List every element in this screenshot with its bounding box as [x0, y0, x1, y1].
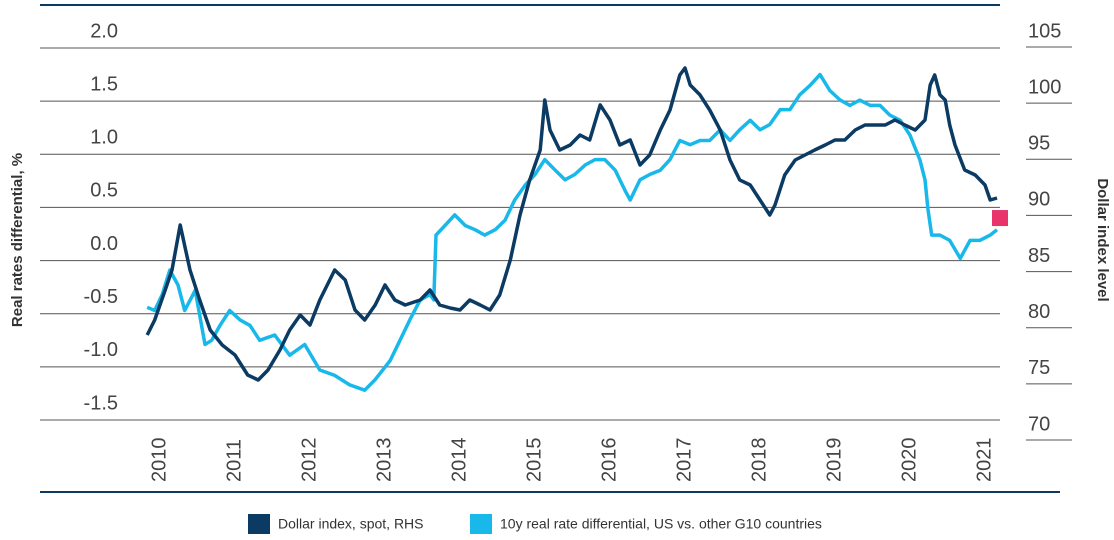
legend-swatch: [470, 514, 492, 534]
y2-tick-label: 85: [1028, 245, 1050, 267]
y-axis-title: Real rates differential, %: [9, 153, 26, 327]
y2-tick-label: 70: [1028, 413, 1050, 435]
y-tick-label: 1.5: [90, 73, 118, 95]
y2-tick-label: 75: [1028, 357, 1050, 379]
y2-tick-label: 105: [1028, 20, 1061, 42]
x-tick-label: 2020: [898, 438, 920, 483]
x-tick-label: 2012: [298, 438, 320, 483]
series-line: [146, 72, 999, 392]
x-tick-label: 2016: [598, 438, 620, 483]
y2-tick-label: 90: [1028, 189, 1050, 211]
x-tick-label: 2015: [523, 438, 545, 483]
y-tick-label: -1.0: [84, 339, 118, 361]
x-tick-label: 2014: [448, 438, 470, 483]
y-tick-label: 0.0: [90, 233, 118, 255]
y-tick-label: 2.0: [90, 20, 118, 42]
y-tick-label: -1.5: [84, 392, 118, 414]
y2-tick-label: 95: [1028, 133, 1050, 155]
x-tick-label: 2019: [823, 438, 845, 483]
series-line: [145, 66, 998, 382]
y-tick-label: -0.5: [84, 286, 118, 308]
y2-tick-label: 100: [1028, 76, 1061, 98]
x-tick-label: 2011: [223, 439, 245, 482]
legend-label: Dollar index, spot, RHS: [278, 516, 424, 532]
highlight-marker: [992, 210, 1008, 227]
y-tick-label: 1.0: [90, 127, 118, 149]
legend-swatch: [248, 514, 270, 534]
x-tick-label: 2018: [748, 438, 770, 483]
legend-label: 10y real rate differential, US vs. other…: [500, 516, 822, 532]
x-tick-label: 2021: [973, 438, 995, 483]
x-tick-label: 2013: [373, 438, 395, 483]
x-tick-label: 2010: [148, 438, 170, 483]
y-tick-label: 0.5: [90, 180, 118, 202]
y2-tick-label: 80: [1028, 301, 1050, 323]
y2-axis-title: Dollar index level: [1094, 178, 1111, 301]
x-tick-label: 2017: [673, 438, 695, 483]
